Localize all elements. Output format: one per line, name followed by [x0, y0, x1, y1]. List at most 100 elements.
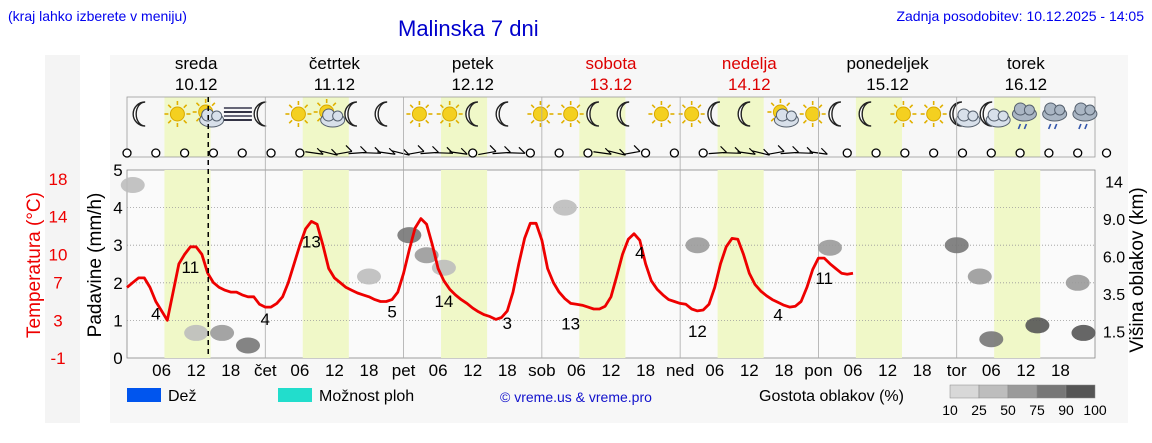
sun-ray: [425, 104, 430, 109]
day-date: 15.12: [866, 75, 909, 94]
cloud-puff: [1084, 104, 1096, 116]
time-tick-label: tor: [947, 361, 967, 380]
sun-ray: [409, 119, 414, 124]
sun-ray: [786, 102, 791, 107]
calm-wind-marker: [1101, 148, 1112, 158]
rain-drop: [1078, 123, 1082, 130]
calm-wind-marker: [669, 148, 680, 158]
temperature-label: 11: [815, 269, 833, 288]
cloud-patch: [210, 324, 235, 341]
sun-ray: [316, 102, 321, 107]
precip-tick: 2: [113, 274, 122, 293]
sun-ray: [167, 104, 172, 109]
density-label: 100: [1083, 402, 1107, 418]
day-name: torek: [1007, 54, 1045, 73]
calm-wind-marker: [266, 148, 276, 158]
wind-row: [122, 145, 1112, 158]
temperature-label: 4: [261, 310, 270, 329]
calm-wind-marker: [929, 148, 939, 158]
wind-barb-flag: [460, 147, 468, 155]
sun-icon: [653, 106, 669, 122]
density-label: 50: [1000, 402, 1016, 418]
sun-icon: [532, 106, 548, 122]
wind-barb: [377, 151, 396, 155]
wind-barb-flag: [518, 146, 526, 154]
cloud-patch: [979, 331, 1004, 348]
temperature-series: [126, 217, 854, 322]
sun-ray: [818, 104, 823, 109]
sun-ray: [697, 104, 702, 109]
cloud-puff: [997, 110, 1009, 122]
cloud-height-tick: 14: [1105, 174, 1123, 191]
temperature-label: 4: [151, 304, 160, 323]
sun-ray: [183, 119, 188, 124]
cloud-density-scale: 10 25 50 75 90 100: [942, 384, 1107, 418]
temperature-label: 10: [959, 0, 978, 4]
sun-ray: [211, 102, 216, 107]
time-tick-label: 06: [290, 361, 309, 380]
time-tick-label: 12: [325, 361, 344, 380]
calm-wind-marker: [1073, 148, 1083, 158]
sun-ray: [667, 119, 672, 124]
wind-barb: [506, 152, 525, 154]
temperature-axis: 18 14 10 7 3 -1: [49, 170, 68, 368]
cloud-patch: [1065, 274, 1090, 291]
cloud-patch: [552, 199, 577, 216]
calm-wind-marker: [179, 148, 190, 158]
credit-link[interactable]: © vreme.us & vreme.pro: [500, 389, 652, 405]
wind-barb: [449, 151, 468, 155]
precip-tick: 4: [113, 199, 122, 218]
day-name: četrtek: [309, 54, 361, 73]
wind-barb: [406, 150, 425, 156]
temperature-labels: 4 11 4 13 5 14 3 13 4 12 4 11 4 10 7: [151, 0, 1059, 341]
sun-ray: [893, 104, 898, 109]
sun-ray: [560, 119, 565, 124]
calm-wind-marker: [1015, 148, 1025, 158]
wind-barb-flag: [504, 145, 511, 153]
precipitation-axis: 5 4 3 2 1 0: [113, 161, 122, 368]
calm-wind-marker: [640, 148, 651, 158]
sun-icon: [169, 106, 185, 122]
temperature-label: 7: [1050, 0, 1059, 4]
time-tick-label: 12: [740, 361, 759, 380]
cloud-patch: [236, 337, 260, 354]
sun-ray: [770, 102, 775, 107]
wind-barb-flag: [792, 145, 800, 153]
wind-barb: [334, 150, 353, 156]
time-axis: 06 12 18 čet 06 12 18 pet 06 12 18 sob 06 12 18 ned 06 12…: [152, 361, 1070, 380]
day-date: 16.12: [1005, 75, 1048, 94]
sun-ray: [288, 104, 293, 109]
sun-ray: [651, 104, 656, 109]
day-name: sobota: [585, 54, 637, 73]
sun-ray: [681, 104, 686, 109]
sun-icon: [895, 106, 911, 122]
gridlines: [127, 97, 1095, 358]
time-tick-label: 06: [429, 361, 448, 380]
sun-icon: [563, 106, 579, 122]
daytime-band: [855, 170, 902, 358]
density-swatch: [949, 384, 980, 399]
temperature-label: 5: [387, 303, 396, 322]
sun-ray: [439, 119, 444, 124]
temperature-label: 4: [906, 0, 915, 4]
temperature-label: 4: [635, 243, 644, 262]
daytime-bands: [164, 170, 1041, 358]
sun-ray: [316, 117, 321, 122]
time-tick-label: 18: [498, 361, 517, 380]
wind-barb-flag: [777, 145, 785, 152]
time-tick-label: 18: [913, 361, 932, 380]
cloud-height-tick: 3.5: [1103, 287, 1125, 304]
sun-ray: [167, 119, 172, 124]
calm-wind-marker: [208, 148, 219, 158]
temperature-line: [126, 217, 854, 322]
time-tick-label: 18: [1051, 361, 1070, 380]
precipitation-axis-label: Padavine (mm/h): [85, 193, 106, 338]
temperature-tick: 3: [53, 311, 62, 330]
density-label: 90: [1058, 402, 1074, 418]
sun-ray: [576, 104, 581, 109]
temperature-tick: 18: [49, 170, 68, 189]
daytime-band: [717, 170, 764, 358]
temperature-tick: 7: [53, 274, 62, 293]
wind-barb: [593, 151, 612, 155]
